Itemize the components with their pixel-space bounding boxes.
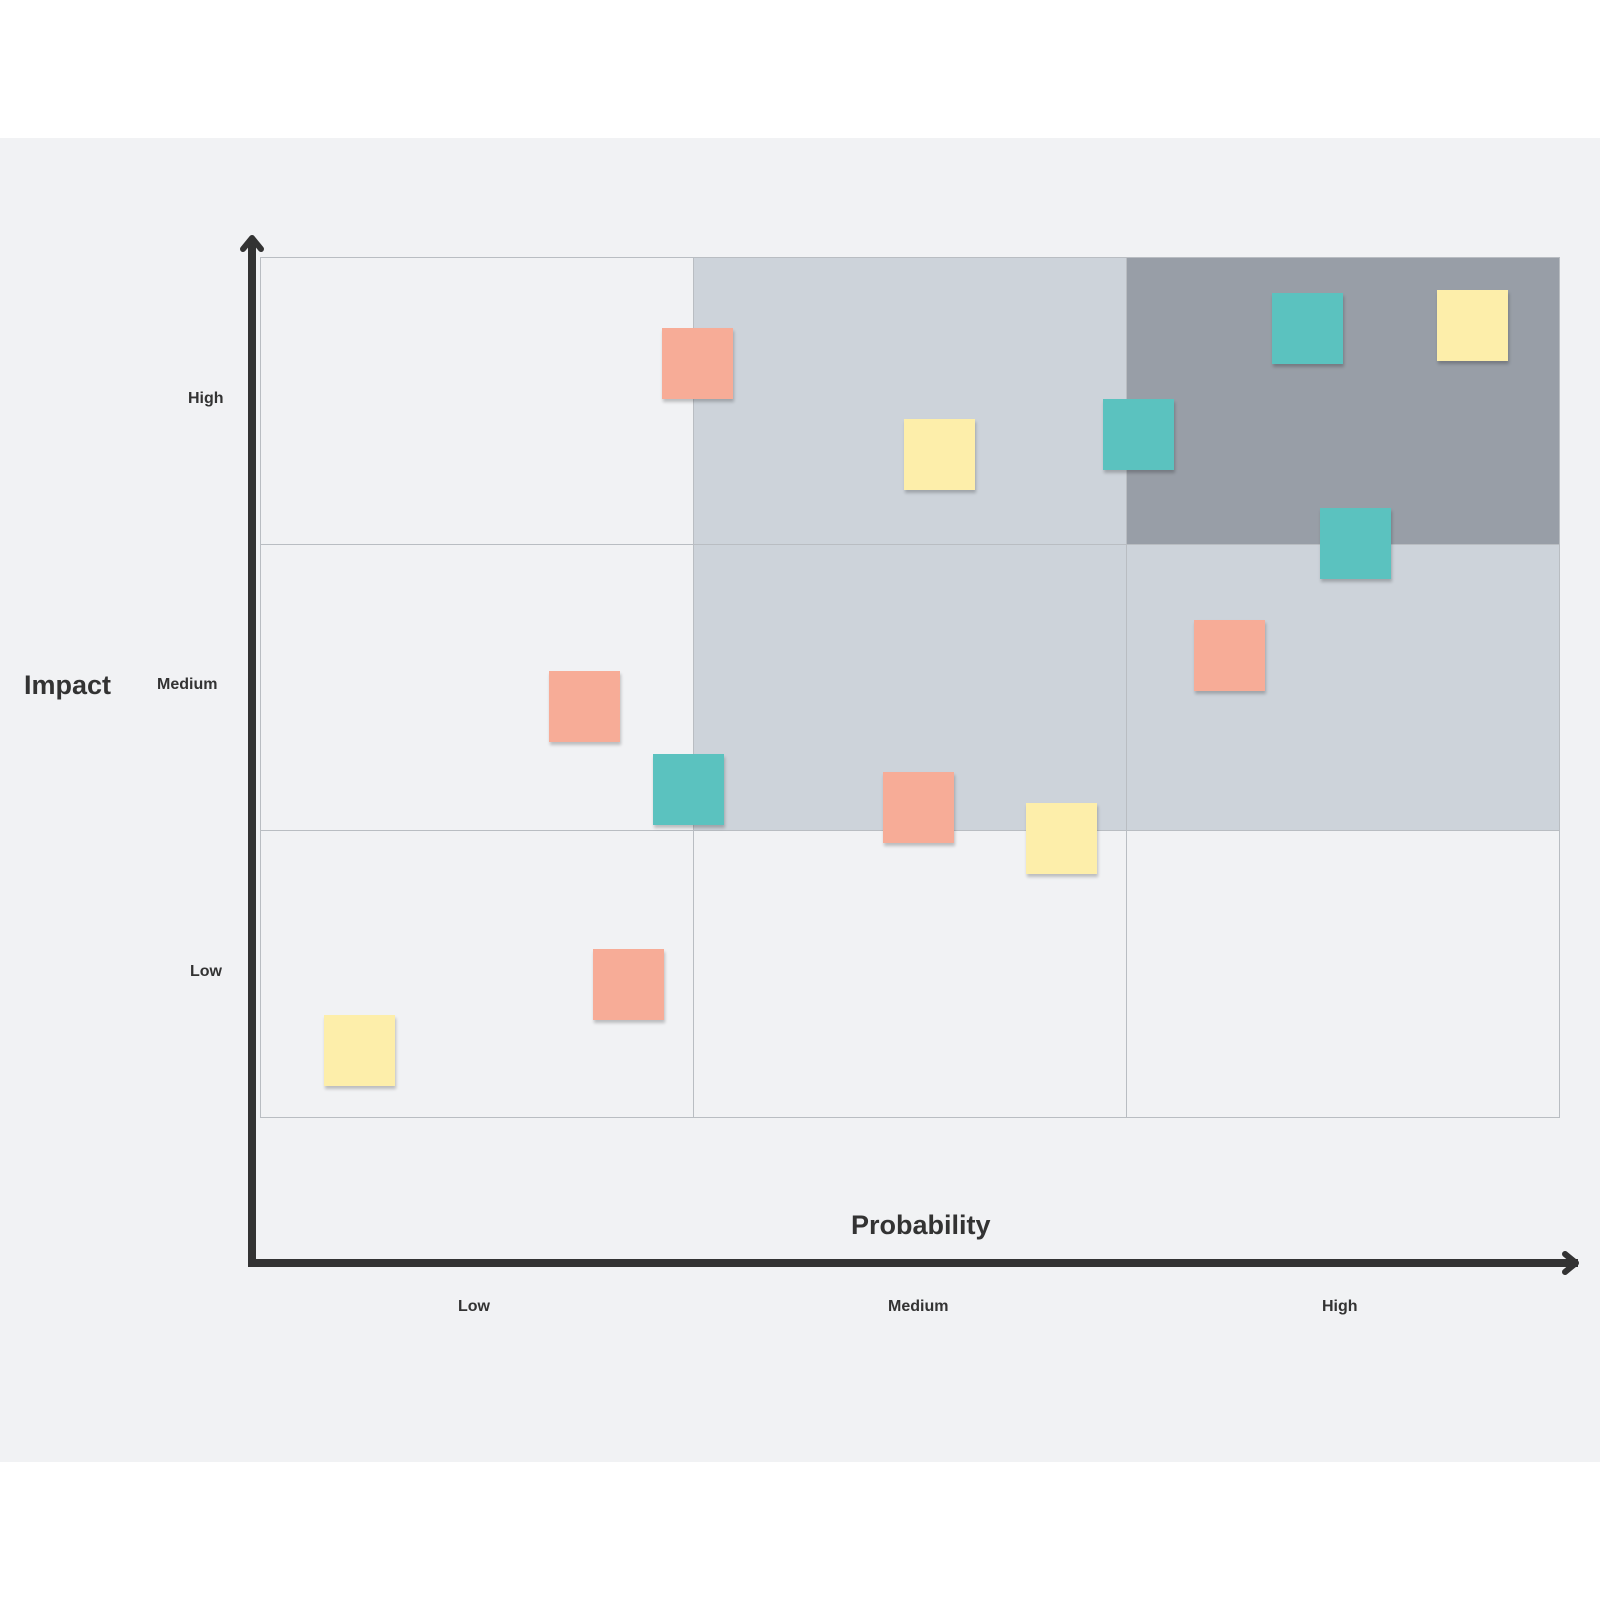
x-tick-medium: Medium [888, 1298, 949, 1315]
matrix-canvas: Impact Probability High Medium Low Low M… [0, 138, 1600, 1462]
x-axis-title: Probability [851, 1210, 991, 1240]
sticky-note-salmon[interactable] [662, 328, 733, 399]
x-tick-low: Low [458, 1298, 490, 1315]
sticky-note-teal[interactable] [1103, 399, 1174, 470]
y-axis-arrowhead [240, 235, 264, 252]
sticky-note-salmon[interactable] [549, 671, 620, 742]
cell-impact-low-probability-high [1126, 830, 1560, 1118]
y-tick-medium: Medium [157, 676, 218, 693]
sticky-note-salmon[interactable] [883, 772, 954, 843]
cell-impact-high-probability-low [260, 257, 694, 545]
sticky-note-yellow[interactable] [324, 1015, 395, 1086]
cell-impact-high-probability-medium [693, 257, 1127, 545]
sticky-note-yellow[interactable] [904, 419, 975, 490]
sticky-note-teal[interactable] [1320, 508, 1391, 579]
sticky-note-yellow[interactable] [1437, 290, 1508, 361]
sticky-note-yellow[interactable] [1026, 803, 1097, 874]
x-tick-high: High [1322, 1298, 1358, 1315]
sticky-note-teal[interactable] [1272, 293, 1343, 364]
x-axis-line [248, 1259, 1578, 1267]
cell-impact-low-probability-medium [693, 830, 1127, 1118]
sticky-note-salmon[interactable] [593, 949, 664, 1020]
y-tick-high: High [188, 390, 224, 407]
x-axis-arrowhead [1562, 1251, 1579, 1275]
sticky-note-salmon[interactable] [1194, 620, 1265, 691]
cell-impact-medium-probability-high [1126, 543, 1560, 831]
y-tick-low: Low [190, 963, 222, 980]
y-axis-title: Impact [24, 670, 112, 700]
sticky-note-teal[interactable] [653, 754, 724, 825]
cell-impact-medium-probability-low [260, 543, 694, 831]
y-axis-line [248, 242, 256, 1267]
